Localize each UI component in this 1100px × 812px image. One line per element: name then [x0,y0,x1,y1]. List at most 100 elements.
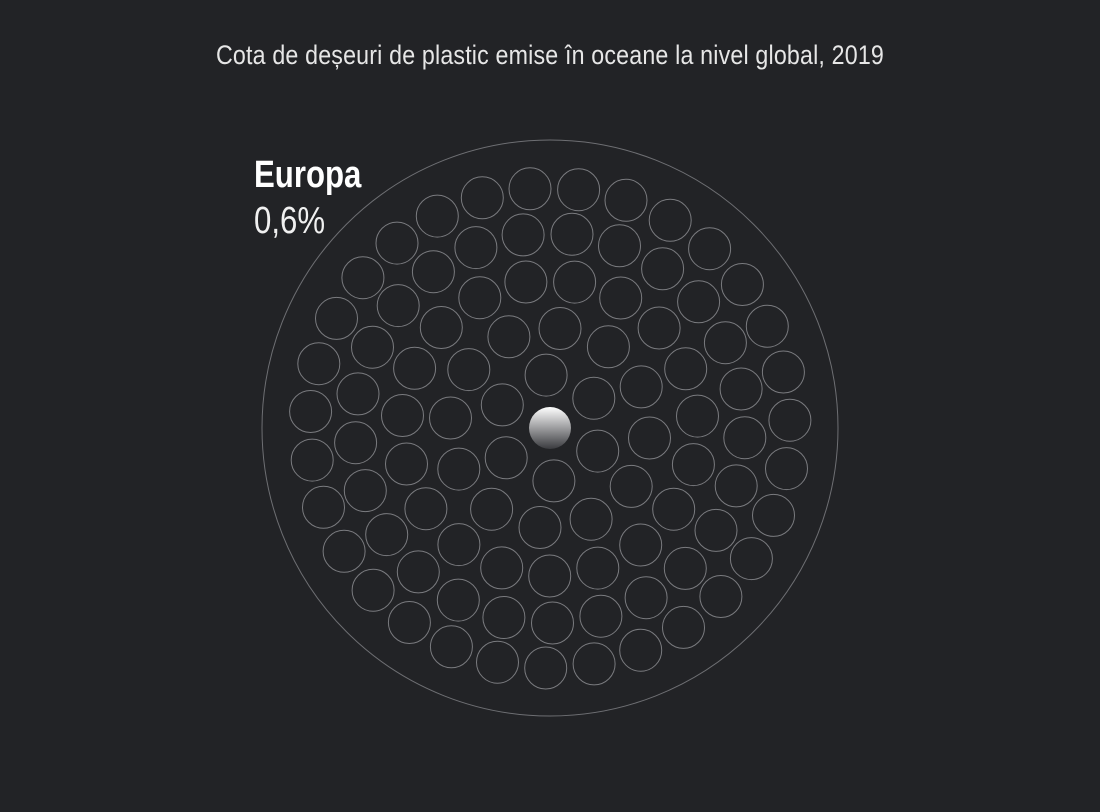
bubble-ring-4-10 [396,550,440,594]
bubble-europa-highlight [529,407,571,449]
bubble-ring-2-10 [538,307,582,350]
bubble-ring-5-15 [290,438,334,482]
bubble-ring-5-1 [765,447,808,491]
bubble-ring-5-19 [341,256,385,300]
bubble-ring-3-18 [664,347,708,391]
bubble-ring-5-21 [415,194,459,238]
bubble-ring-4-1 [723,416,767,460]
bubble-ring-4-4 [663,546,707,590]
bubble-ring-2-3 [569,497,613,541]
bubble-ring-5-13 [322,529,366,573]
bubble-ring-4-9 [436,578,480,622]
bubble-ring-4-11 [365,513,409,557]
bubble-ring-5-10 [429,625,473,669]
bubble-ring-4-19 [501,213,545,257]
bubbles-group [289,167,812,690]
bubble-ring-4-24 [703,321,747,365]
bubble-ring-4-16 [376,284,420,328]
bubble-ring-5-26 [648,198,692,242]
bubble-ring-4-5 [624,576,668,620]
bubble-ring-4-21 [598,224,641,268]
bubble-ring-3-12 [419,306,463,349]
bubble-ring-5-5 [662,605,705,649]
bubble-ring-3-6 [480,546,524,590]
bubble-ring-3-7 [437,523,481,567]
bubble-ring-1-5 [524,353,568,397]
bubble-ring-1-6 [572,376,616,420]
bubble-ring-2-7 [429,396,472,440]
bubble-ring-4-14 [336,372,380,416]
bubble-ring-5-16 [289,390,333,433]
bubble-ring-5-6 [619,628,663,672]
bubble-ring-5-30 [761,350,805,394]
highlight-label-name: Europa [254,154,362,196]
bubble-ring-5-24 [557,168,601,212]
bubble-ring-3-17 [637,306,681,350]
bubble-ring-3-14 [504,260,548,304]
bubble-ring-5-18 [315,296,358,340]
bubble-ring-3-5 [528,554,572,598]
bubble-ring-3-10 [381,394,424,437]
bubble-ring-2-11 [586,325,630,369]
bubble-ring-3-1 [671,443,715,487]
bubble-ring-4-6 [579,594,623,638]
bubble-ring-3-4 [576,546,620,590]
bubble-ring-2-4 [518,506,562,549]
bubble-ring-1-2 [532,459,576,503]
bubble-ring-5-3 [729,537,773,581]
bubble-ring-1-4 [480,383,524,427]
bubble-ring-5-17 [297,342,341,386]
bubble-ring-2-6 [437,447,481,491]
outer-boundary-circle [261,139,839,717]
bubble-ring-4-8 [482,596,526,639]
bubble-ring-5-7 [572,642,616,686]
bubble-ring-4-23 [677,280,721,324]
bubble-ring-2-1 [628,416,671,460]
bubble-ring-4-22 [641,247,685,291]
bubble-ring-5-22 [460,176,504,220]
bubble-ring-5-9 [476,640,519,684]
bubble-ring-2-9 [487,315,531,359]
bubble-ring-5-20 [375,221,419,265]
bubble-ring-5-23 [508,167,552,211]
bubble-ring-5-4 [699,575,743,618]
bubble-ring-2-12 [619,365,663,409]
bubble-ring-5-29 [745,304,789,348]
bubble-ring-4-15 [351,325,394,369]
bubble-ring-5-27 [688,227,732,271]
bubble-ring-5-25 [604,178,648,222]
highlight-label-value: 0,6% [254,200,326,242]
chart-title: Cota de deșeuri de plastic emise în ocea… [215,40,885,70]
bubble-ring-2-5 [470,487,514,531]
bubble-ring-4-17 [411,250,455,294]
bubble-ring-4-12 [343,469,387,513]
bubble-ring-4-18 [454,226,498,270]
bubble-ring-4-3 [694,508,738,552]
bubble-ring-2-2 [609,464,653,508]
bubble-ring-4-25 [719,367,763,411]
bubble-ring-4-20 [550,212,594,256]
bubble-ring-5-12 [351,568,395,612]
bubble-ring-3-9 [385,442,428,486]
highlight-label: Europa 0,6% [254,152,361,244]
bubble-ring-3-15 [553,260,597,304]
bubble-ring-3-11 [393,346,437,390]
bubble-ring-3-19 [676,394,719,438]
bubble-ring-1-1 [576,429,620,473]
bubble-ring-3-13 [458,276,502,320]
bubble-ring-5-11 [387,601,431,644]
bubble-ring-5-28 [720,263,764,306]
bubble-ring-5-31 [768,398,812,442]
bubble-ring-5-8 [524,646,568,690]
bubble-ring-3-8 [404,487,448,531]
bubble-ring-5-2 [752,493,795,537]
bubble-ring-3-3 [619,523,663,567]
bubble-ring-4-7 [531,601,574,645]
bubble-ring-3-2 [652,487,696,531]
bubble-ring-4-2 [714,464,758,508]
bubble-ring-4-13 [334,421,378,465]
bubble-ring-1-3 [484,436,528,480]
bubble-ring-2-8 [447,348,491,392]
